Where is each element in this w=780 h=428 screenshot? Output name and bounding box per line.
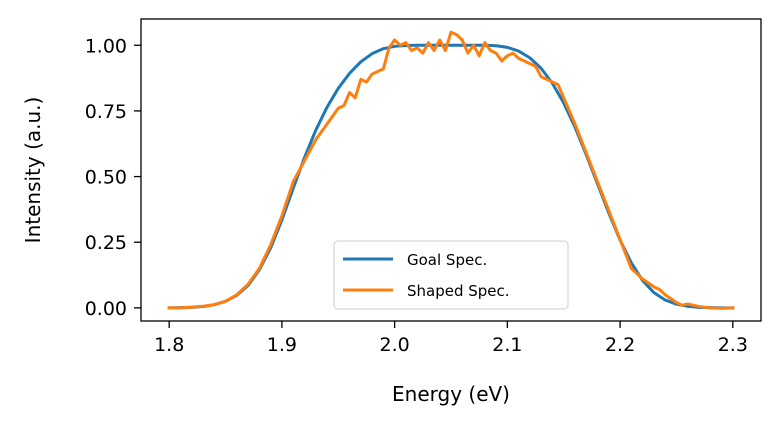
x-tick-label: 1.9 bbox=[267, 334, 297, 356]
legend: Goal Spec. Shaped Spec. bbox=[333, 240, 569, 310]
x-tick-label: 2.1 bbox=[492, 334, 522, 356]
legend-label-shaped: Shaped Spec. bbox=[407, 282, 510, 300]
y-tick-label: 0.75 bbox=[85, 101, 127, 123]
x-tick-label: 2.3 bbox=[718, 334, 748, 356]
series-line-1 bbox=[167, 30, 735, 310]
y-tick-label: 0.50 bbox=[85, 167, 127, 189]
x-axis-title: Energy (eV) bbox=[392, 382, 510, 406]
y-tick-label: 0.00 bbox=[85, 298, 127, 320]
x-tick-label: 1.8 bbox=[154, 334, 184, 356]
x-tick-label: 2.0 bbox=[380, 334, 410, 356]
series-layer bbox=[167, 30, 735, 310]
y-tick-label: 1.00 bbox=[85, 35, 127, 57]
y-tick-label: 0.25 bbox=[85, 232, 127, 254]
y-axis-title: Intensity (a.u.) bbox=[21, 97, 45, 244]
legend-label-goal: Goal Spec. bbox=[407, 251, 487, 269]
y-axis-ticks: 0.00 0.25 0.50 0.75 1.00 bbox=[85, 35, 141, 320]
x-axis-ticks: 1.8 1.9 2.0 2.1 2.2 2.3 bbox=[154, 321, 748, 356]
plot-frame bbox=[140, 18, 762, 322]
x-tick-label: 2.2 bbox=[605, 334, 635, 356]
